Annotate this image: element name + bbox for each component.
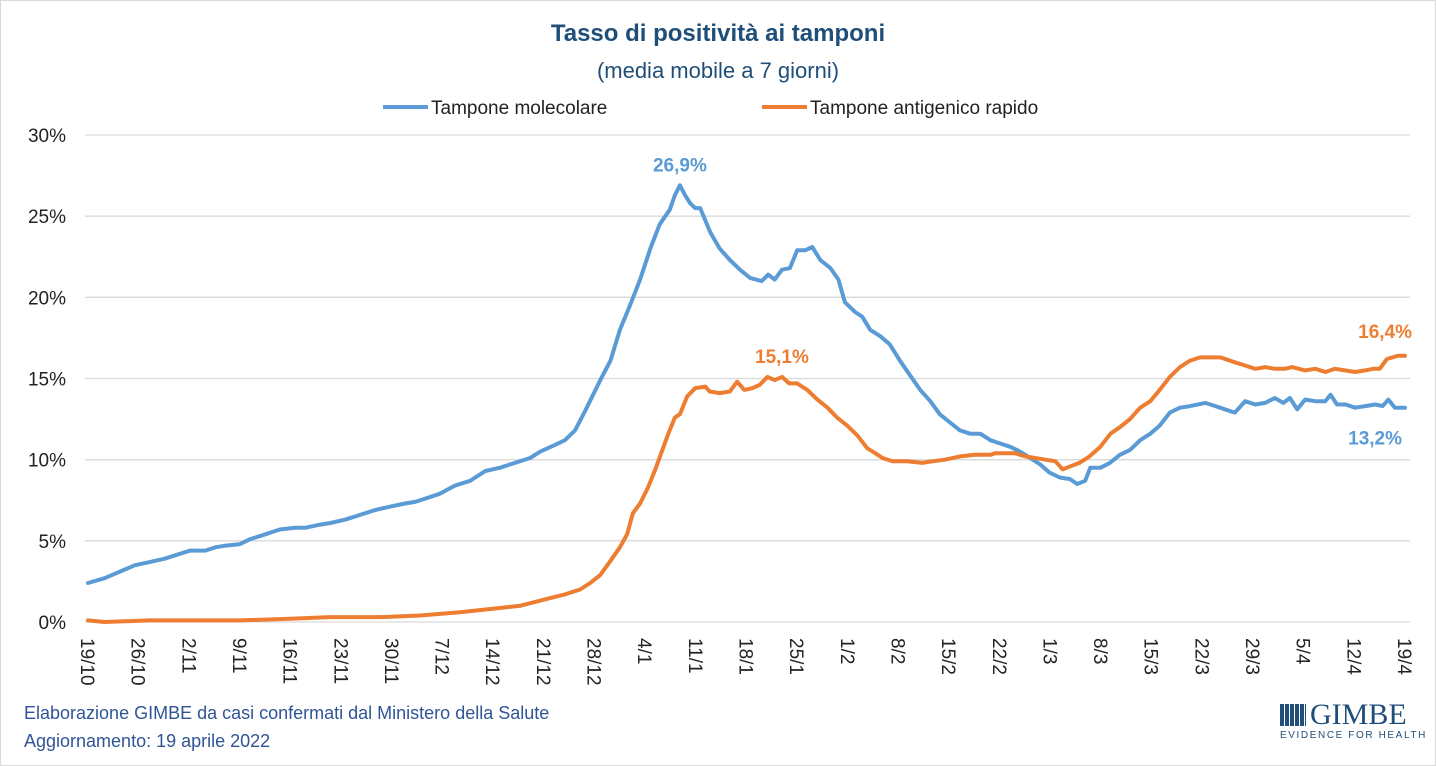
x-tick-label: 25/1 [785,638,806,675]
x-tick-label: 21/12 [532,638,553,686]
x-tick-label: 29/3 [1241,638,1262,675]
x-tick-label: 18/1 [735,638,756,675]
series-line-antigenico [86,353,1407,624]
x-tick-label: 4/1 [633,638,654,664]
x-tick-label: 22/2 [988,638,1009,675]
x-tick-label: 28/12 [583,638,604,686]
y-tick-label: 5% [39,532,67,553]
x-tick-label: 5/4 [1292,638,1313,665]
x-tick-label: 7/12 [431,638,452,675]
y-tick-label: 10% [28,451,66,472]
y-tick-label: 30% [28,126,66,147]
x-tick-label: 8/2 [886,638,907,664]
x-tick-label: 26/10 [127,638,148,686]
x-tick-label: 16/11 [279,638,300,684]
x-tick-label: 23/11 [329,638,350,684]
legend-label: Tampone molecolare [431,98,607,119]
x-tick-label: 15/3 [1140,638,1161,675]
data-label: 13,2% [1348,429,1402,450]
footer-source: Elaborazione GIMBE da casi confermati da… [24,703,550,723]
x-tick-label: 30/11 [380,638,401,684]
data-label: 16,4% [1358,322,1412,343]
x-tick-label: 1/2 [836,638,857,664]
x-tick-label: 8/3 [1089,638,1110,664]
x-tick-label: 19/4 [1393,638,1414,675]
y-tick-label: 0% [39,613,67,634]
data-label: 15,1% [755,347,809,368]
x-tick-label: 19/10 [76,638,97,686]
logo-tagline: EVIDENCE FOR HEALTH [1280,730,1427,741]
x-tick-label: 1/3 [1038,638,1059,664]
chart-subtitle: (media mobile a 7 giorni) [596,58,840,83]
data-label: 26,9% [653,155,707,176]
x-tick-label: 12/4 [1342,638,1363,675]
y-tick-label: 20% [28,288,66,309]
y-tick-label: 25% [28,207,66,228]
footer-update: Aggiornamento: 19 aprile 2022 [24,731,271,751]
series-line-molecolare [86,183,1407,585]
logo-grid-icon [1280,704,1306,726]
x-tick-label: 14/12 [481,638,502,686]
x-tick-label: 2/11 [177,638,198,674]
x-tick-label: 9/11 [228,638,249,674]
legend-label: Tampone antigenico rapido [810,98,1038,119]
x-tick-label: 22/3 [1190,638,1211,675]
x-tick-label: 15/2 [937,638,958,675]
y-tick-label: 15% [28,370,66,391]
chart-title: Tasso di positività ai tamponi [550,20,886,47]
logo-name: GIMBE [1310,698,1407,731]
x-tick-label: 11/1 [684,638,705,674]
